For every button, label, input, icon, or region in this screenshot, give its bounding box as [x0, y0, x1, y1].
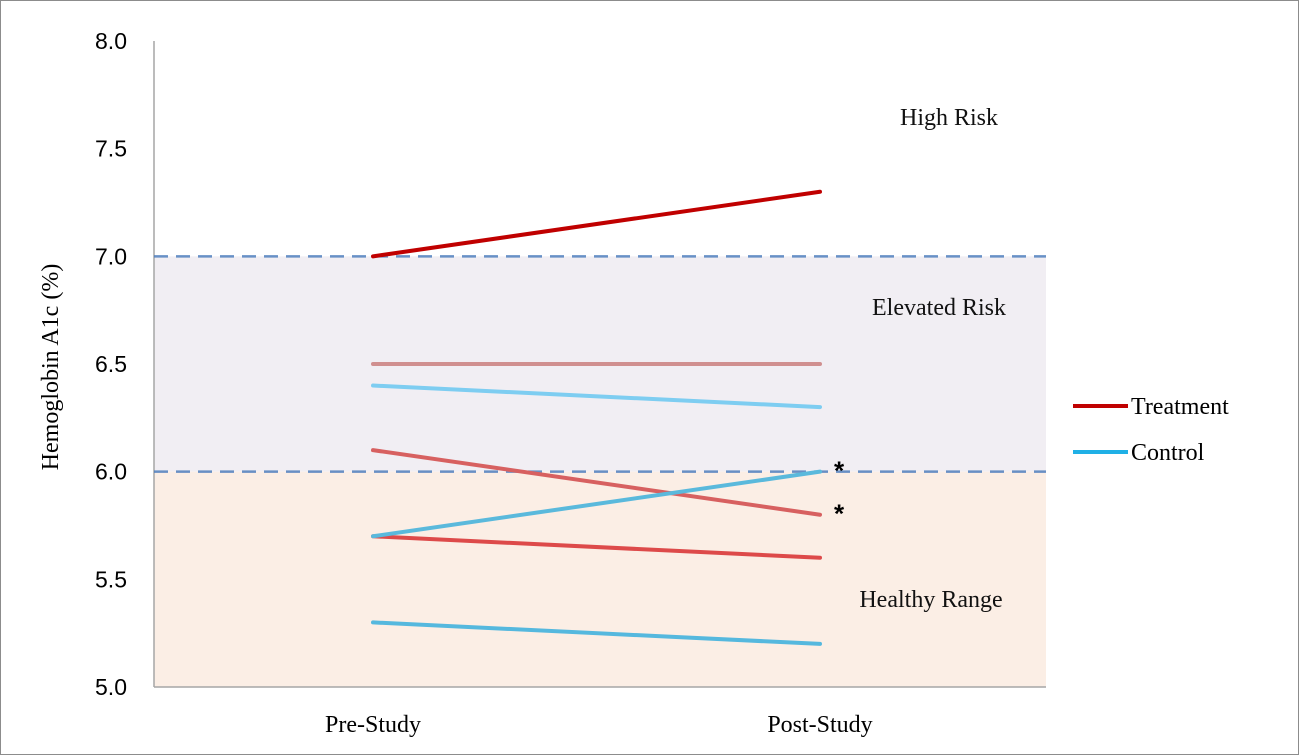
- zone-healthy-range: [154, 471, 1046, 687]
- x-tick-label: Pre-Study: [325, 712, 421, 738]
- y-tick-label: 7.0: [95, 243, 127, 269]
- zone-label-healthy-range: Healthy Range: [859, 587, 1002, 613]
- y-tick-label: 5.5: [95, 566, 127, 592]
- y-tick-label: 5.0: [95, 674, 127, 700]
- zone-high-risk: [154, 41, 1046, 257]
- series-line-control: [371, 383, 822, 410]
- series-line-treatment: [371, 189, 822, 259]
- legend: Treatment Control: [1073, 394, 1229, 466]
- y-axis-label: Hemoglobin A1c (%): [38, 264, 64, 471]
- y-tick-label: 6.5: [95, 351, 127, 377]
- y-tick-label: 7.5: [95, 136, 127, 162]
- series-line-control: [371, 469, 822, 539]
- legend-label-control: Control: [1131, 440, 1205, 466]
- legend-label-treatment: Treatment: [1131, 394, 1229, 420]
- x-tick-label: Post-Study: [767, 712, 872, 738]
- y-tick-label: 6.0: [95, 459, 127, 485]
- series-line-treatment: [371, 448, 822, 517]
- labels: High Risk Elevated Risk Healthy Range * *: [834, 105, 1006, 613]
- y-tick-label: 8.0: [95, 28, 127, 54]
- zone-label-elevated-risk: Elevated Risk: [872, 295, 1006, 321]
- data-series: [371, 189, 822, 646]
- threshold-lines: [154, 255, 1046, 473]
- significance-marker: *: [834, 499, 845, 529]
- significance-marker: *: [834, 456, 845, 486]
- zone-label-high-risk: High Risk: [900, 105, 998, 131]
- axes: 5.0 5.5 6.0 6.5 7.0 7.5 8.0 Pre-Study Post-Study…: [38, 28, 1046, 738]
- series-line-treatment: [371, 534, 822, 560]
- series-line-control: [371, 620, 822, 646]
